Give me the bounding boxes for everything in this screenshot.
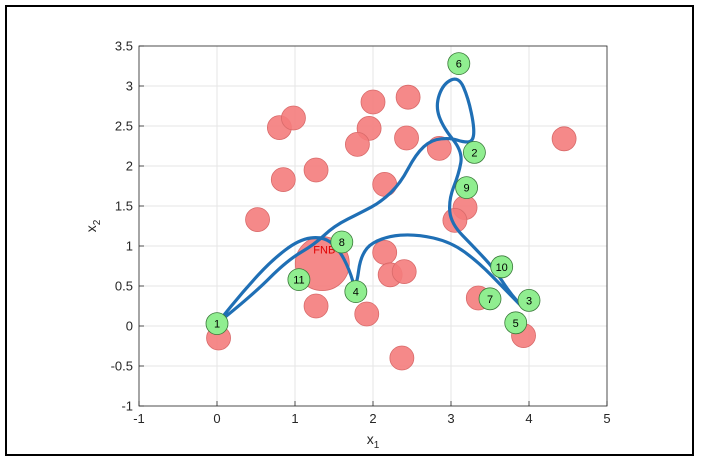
y-axis-label-main: x — [83, 225, 99, 232]
obstacle-marker — [303, 157, 329, 183]
obstacle-marker — [270, 167, 296, 193]
x-tick-label: 5 — [603, 411, 610, 426]
waypoint-marker — [344, 280, 368, 304]
fnb-label: FNB — [313, 245, 335, 257]
x-tick-label: -1 — [133, 411, 145, 426]
x-axis-label: x1 — [367, 431, 380, 451]
obstacle-marker — [372, 239, 398, 265]
waypoint-label: 8 — [339, 237, 345, 249]
waypoint-label: 11 — [293, 275, 304, 287]
tick-labels: -1 0 1 2 3 4 5 -1 -0.5 0 0.5 1 1.5 2 2.5 3 3.5 — [111, 39, 611, 427]
obstacle-marker — [354, 301, 380, 327]
obstacle-marker — [245, 207, 270, 233]
y-tick-label: 0 — [126, 319, 133, 334]
waypoint-marker — [205, 312, 229, 336]
x-tick-label: 3 — [447, 411, 454, 426]
obstacle-marker — [551, 126, 577, 152]
x-axis-label-sub: 1 — [374, 440, 380, 451]
waypoint-label: 2 — [471, 147, 477, 159]
y-axis-label: x2 — [83, 219, 103, 232]
x-tick-label: 4 — [525, 411, 532, 426]
x-tick-label: 2 — [369, 411, 376, 426]
y-axis-label-sub: 2 — [92, 219, 103, 225]
waypoint-label: 4 — [353, 287, 359, 299]
waypoints: 1 2 3 4 5 6 7 8 9 10 11 — [205, 52, 541, 336]
y-tick-label: -0.5 — [111, 359, 133, 374]
x-axis-label-main: x — [367, 431, 374, 447]
waypoint-label: 9 — [464, 183, 470, 195]
obstacle-marker — [372, 171, 398, 197]
waypoint-marker — [490, 255, 514, 279]
waypoint-label: 3 — [526, 295, 532, 307]
waypoint-label: 6 — [456, 59, 462, 71]
waypoint-marker — [287, 268, 311, 292]
waypoint-marker — [504, 311, 528, 335]
waypoint-label: 7 — [487, 294, 493, 306]
obstacle-marker — [442, 207, 468, 233]
y-tick-label: 3 — [126, 79, 133, 94]
waypoint-marker — [455, 176, 479, 200]
y-tick-label: 1.5 — [115, 199, 133, 214]
obstacle-marker — [394, 125, 419, 151]
waypoint-marker — [462, 140, 486, 164]
x-tick-label: 1 — [291, 411, 298, 426]
y-tick-label: 1 — [126, 239, 133, 254]
obstacle-marker — [395, 84, 421, 110]
obstacle-marker — [344, 131, 370, 157]
y-tick-label: 2.5 — [115, 119, 133, 134]
waypoint-label: 10 — [496, 262, 508, 274]
waypoint-marker — [447, 52, 471, 75]
y-tick-label: 0.5 — [115, 279, 133, 294]
y-tick-label: 3.5 — [115, 39, 133, 54]
obstacle-marker — [360, 89, 386, 115]
waypoint-marker — [330, 230, 354, 254]
obstacle-marker — [389, 345, 415, 371]
figure-frame — [5, 5, 694, 456]
y-tick-label: 2 — [126, 159, 133, 174]
obstacle-marker — [281, 105, 306, 131]
tick-marks — [138, 45, 608, 407]
obstacle-marker — [426, 135, 452, 161]
waypoint-label: 1 — [214, 319, 220, 331]
waypoint-marker — [517, 288, 541, 312]
x-tick-label: 0 — [213, 411, 220, 426]
obstacle-marker — [303, 293, 329, 319]
obstacle-marker — [391, 259, 417, 285]
waypoint-label: 5 — [513, 318, 519, 330]
waypoint-marker — [478, 287, 502, 311]
y-tick-label: -1 — [121, 399, 133, 414]
